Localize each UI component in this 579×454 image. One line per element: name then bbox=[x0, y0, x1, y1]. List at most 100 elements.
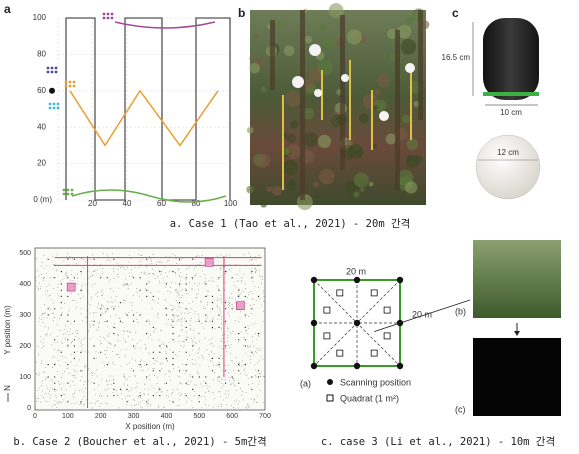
tree-point bbox=[54, 390, 56, 392]
tree-point bbox=[61, 402, 63, 404]
tree-point bbox=[207, 302, 209, 303]
tree-point bbox=[233, 285, 235, 286]
scan-point bbox=[244, 345, 246, 347]
scan-point bbox=[146, 376, 148, 378]
tree-point bbox=[227, 394, 229, 396]
tree-point bbox=[123, 267, 125, 268]
tree-point bbox=[156, 383, 158, 385]
tree-point bbox=[198, 316, 200, 318]
tree-point bbox=[167, 290, 169, 292]
tree-point bbox=[40, 319, 42, 320]
tree-point bbox=[189, 266, 191, 268]
tree-point bbox=[100, 291, 102, 293]
tree-point bbox=[231, 378, 233, 379]
tree-point bbox=[221, 382, 223, 384]
scan-point bbox=[93, 320, 95, 322]
tree-point bbox=[193, 337, 195, 339]
tree-point bbox=[213, 392, 215, 394]
tree-point bbox=[199, 332, 201, 334]
tree-point bbox=[204, 338, 206, 340]
tree-point bbox=[137, 254, 139, 256]
tree-point bbox=[239, 317, 241, 319]
tree-point bbox=[196, 293, 198, 295]
tree-point bbox=[125, 340, 127, 342]
tree-point bbox=[107, 325, 109, 327]
scan-point bbox=[172, 351, 174, 353]
tree-point bbox=[136, 386, 137, 388]
tree-point bbox=[193, 312, 195, 314]
tree-point bbox=[114, 345, 116, 347]
scan-point bbox=[211, 326, 214, 328]
tree-point bbox=[192, 340, 194, 342]
tree-point bbox=[159, 282, 161, 284]
tree-point bbox=[174, 341, 176, 343]
tree-point bbox=[164, 373, 166, 375]
tree-point bbox=[67, 344, 69, 345]
tree-point bbox=[42, 276, 44, 278]
tree-point bbox=[177, 268, 179, 270]
tree-point bbox=[227, 313, 229, 314]
scan-point bbox=[231, 277, 233, 279]
tree-point bbox=[163, 406, 165, 408]
tree-point bbox=[259, 373, 261, 375]
tree-point bbox=[241, 281, 243, 283]
tree-point bbox=[198, 397, 199, 399]
tree-point bbox=[174, 255, 176, 257]
tree-point bbox=[241, 277, 243, 279]
tree-point bbox=[85, 316, 87, 318]
tree-point bbox=[91, 375, 93, 377]
tree-point bbox=[177, 375, 179, 377]
tree-point bbox=[92, 324, 94, 326]
tree-point bbox=[101, 306, 103, 308]
tree-point bbox=[248, 384, 250, 385]
tree-point bbox=[119, 317, 121, 319]
plot-photo bbox=[473, 240, 561, 318]
tree-point bbox=[243, 337, 245, 339]
tree-point bbox=[35, 361, 37, 363]
scan-point bbox=[185, 308, 187, 310]
tree-point bbox=[45, 335, 47, 337]
tree-point bbox=[63, 260, 65, 262]
tree-point bbox=[97, 302, 99, 304]
scan-point bbox=[185, 339, 187, 341]
tree-point bbox=[216, 285, 218, 287]
tree-point bbox=[189, 373, 191, 375]
tree-point bbox=[41, 394, 43, 396]
tree-point bbox=[218, 391, 220, 393]
tree-point bbox=[230, 352, 232, 354]
foliage bbox=[276, 21, 284, 29]
legend-square bbox=[326, 394, 334, 402]
tree-point bbox=[158, 312, 160, 314]
y-tick-label: 200 bbox=[19, 343, 31, 350]
scan-point bbox=[113, 258, 115, 260]
tree-point bbox=[175, 300, 177, 302]
tree-point bbox=[112, 379, 114, 381]
tree-point bbox=[233, 306, 234, 308]
tree-point bbox=[231, 293, 233, 295]
foliage bbox=[400, 38, 417, 55]
marker-dot bbox=[46, 66, 50, 70]
tree-point bbox=[141, 407, 143, 409]
tree-point bbox=[75, 336, 77, 337]
tree-point bbox=[204, 280, 206, 282]
foliage bbox=[387, 28, 398, 40]
tree-point bbox=[58, 295, 60, 297]
tree-point bbox=[255, 300, 257, 301]
foliage bbox=[376, 74, 390, 88]
tree-point bbox=[171, 269, 173, 271]
tree-point bbox=[190, 338, 192, 340]
tree-point bbox=[120, 266, 122, 268]
scan-point bbox=[67, 258, 69, 260]
tree-point bbox=[76, 401, 78, 403]
scan-point bbox=[185, 364, 187, 366]
tree-point bbox=[140, 272, 142, 274]
tree-point bbox=[90, 296, 92, 298]
scan-point bbox=[251, 308, 253, 310]
scan-position bbox=[310, 362, 318, 370]
tree-point bbox=[201, 407, 202, 409]
tree-point bbox=[189, 324, 191, 326]
tree-point bbox=[178, 293, 179, 295]
tree-point bbox=[49, 395, 51, 397]
panel-label: c bbox=[452, 6, 459, 20]
tree-point bbox=[69, 333, 71, 335]
